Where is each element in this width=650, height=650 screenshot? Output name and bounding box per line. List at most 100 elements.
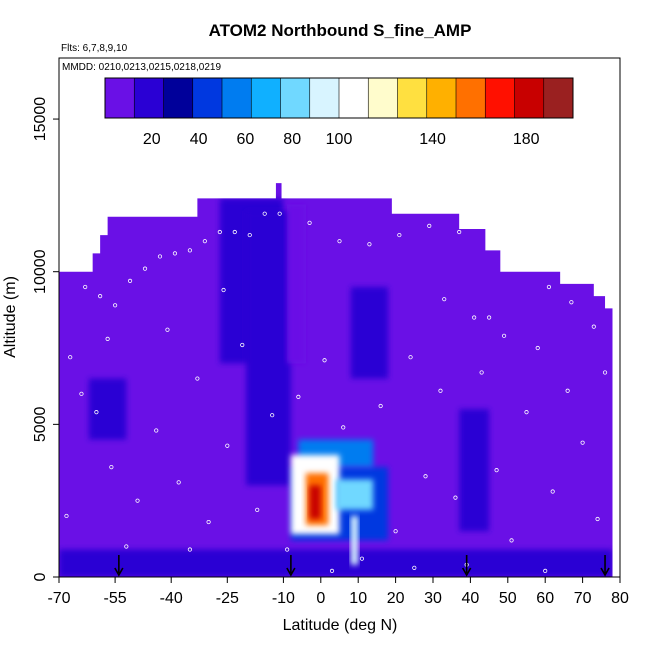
colorbar-swatch	[456, 78, 486, 118]
plot-area	[59, 183, 613, 577]
sample-point	[135, 498, 140, 503]
sample-point	[393, 529, 398, 534]
colorbar-swatch	[251, 78, 281, 118]
sample-point	[94, 410, 99, 415]
colorbar-swatch	[280, 78, 311, 118]
sample-point	[367, 242, 372, 247]
colorbar-swatch	[163, 78, 194, 118]
sample-point	[359, 556, 365, 561]
colorbar-swatch	[514, 78, 545, 118]
dates-label: MMDD: 0210,0213,0215,0218,0219	[62, 62, 221, 73]
profile-marker-arrow	[600, 567, 610, 577]
sample-point	[550, 489, 555, 494]
sample-point	[296, 394, 301, 399]
x-axis-label: Latitude (deg N)	[283, 617, 398, 634]
colorbar-tick-label: 20	[143, 131, 161, 148]
sample-point	[337, 239, 342, 244]
sample-point	[524, 410, 529, 415]
sample-point	[285, 547, 290, 552]
colorbar-swatch	[339, 78, 369, 118]
x-tick-label: -55	[104, 590, 127, 607]
colorbar-swatch	[368, 78, 398, 118]
colorbar-tick-label: 180	[513, 131, 540, 148]
sample-point	[438, 388, 443, 393]
x-tick-label: 60	[536, 590, 554, 607]
profile-marker-arrow	[461, 567, 472, 577]
colorbar-swatch	[309, 78, 340, 118]
x-tick-label: 30	[424, 590, 442, 607]
sample-point	[479, 370, 484, 375]
sample-point	[277, 211, 282, 216]
sample-point	[580, 440, 585, 445]
heatmap-cell	[88, 378, 127, 440]
sample-point	[494, 468, 499, 473]
x-tick-label: 0	[316, 590, 325, 607]
sample-point	[142, 266, 148, 271]
profile-markers	[114, 555, 610, 577]
sample-point	[378, 403, 383, 409]
y-tick-label: 10000	[32, 249, 49, 294]
sample-point	[240, 342, 245, 348]
sample-point	[307, 220, 312, 225]
sample-point	[602, 370, 608, 375]
sample-point	[113, 303, 118, 308]
colorbar-tick-label: 40	[190, 131, 208, 148]
plot-frame	[58, 57, 621, 578]
sample-point	[535, 345, 540, 351]
sample-point	[516, 266, 522, 271]
sample-point	[270, 413, 275, 418]
x-tick-label: 80	[611, 590, 629, 607]
x-tick-label: 50	[499, 590, 517, 607]
y-axis-label: Altitude (m)	[2, 276, 19, 358]
sample-points	[64, 211, 608, 573]
sample-point	[472, 315, 477, 320]
sample-point	[79, 391, 84, 396]
heatmap-cell	[335, 479, 374, 510]
sample-point	[501, 333, 507, 338]
sample-point	[486, 315, 492, 320]
sample-point	[83, 284, 88, 290]
colorbar-tick-label: 80	[283, 131, 301, 148]
colorbar-swatch	[134, 78, 164, 118]
colorbar-frame	[104, 77, 574, 119]
sample-point	[341, 425, 346, 430]
sample-point	[247, 232, 252, 238]
heatmap-cell	[350, 515, 359, 565]
x-tick-label: 10	[349, 590, 367, 607]
sample-point	[109, 464, 114, 470]
sample-point	[412, 565, 417, 570]
sample-point	[329, 568, 335, 573]
sample-point	[322, 358, 327, 363]
y-tick-label: 5000	[32, 406, 49, 442]
sample-point	[427, 223, 432, 229]
sample-point	[225, 443, 230, 448]
heatmap-cell	[309, 485, 321, 519]
sample-point	[408, 355, 413, 360]
sample-point	[68, 355, 73, 360]
sample-point	[442, 297, 447, 302]
sample-point	[124, 544, 129, 549]
sample-point	[154, 428, 159, 433]
sample-point	[98, 294, 103, 299]
sample-point	[202, 239, 207, 244]
colorbar-swatch	[543, 78, 574, 118]
y-tick-label: 0	[32, 572, 49, 581]
x-tick-label: -70	[47, 590, 70, 607]
sample-point	[546, 284, 552, 290]
profile-marker-arrow	[286, 567, 296, 577]
sample-point	[217, 229, 222, 235]
sample-point	[255, 507, 260, 512]
sample-point	[187, 248, 192, 253]
colorbar-tick-label: 140	[419, 131, 446, 148]
x-tick-label: 20	[387, 590, 405, 607]
sample-point	[543, 568, 548, 573]
heatmap-cell	[287, 204, 306, 364]
profile-marker-arrow	[114, 567, 124, 577]
x-tick-label: -10	[272, 590, 295, 607]
x-tick-label: -40	[160, 590, 183, 607]
sample-point	[187, 547, 192, 552]
colorbar-tick-label: 100	[326, 131, 353, 148]
axes: -70 -55 -40 -25 -10 0 10 20 30 40 50 60 70 80 0 5000 100…	[32, 57, 629, 607]
heatmap-cell	[246, 210, 291, 486]
